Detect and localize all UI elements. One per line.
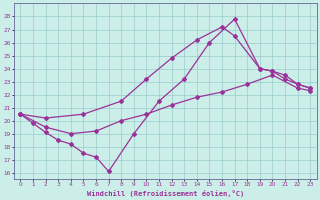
X-axis label: Windchill (Refroidissement éolien,°C): Windchill (Refroidissement éolien,°C): [87, 190, 244, 197]
